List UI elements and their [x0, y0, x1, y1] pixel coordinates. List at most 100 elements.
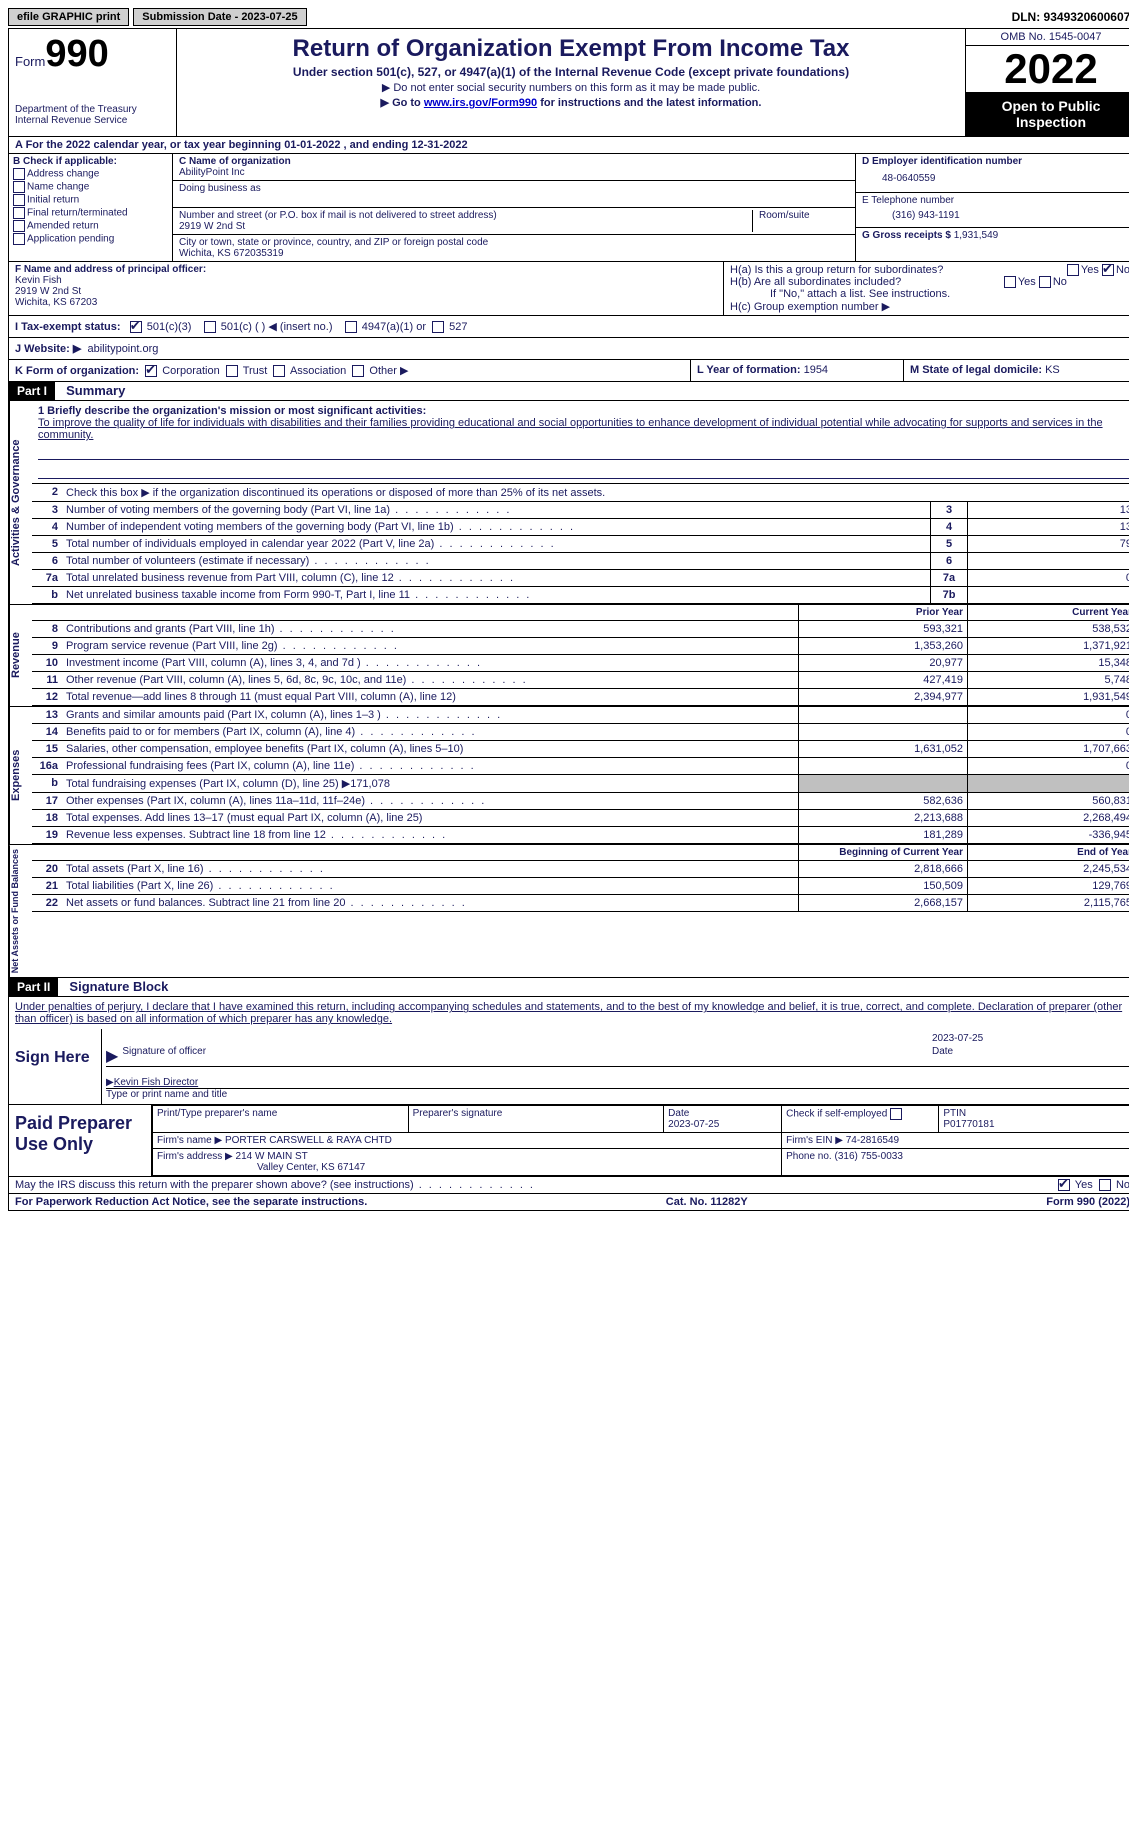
chk-4947[interactable] — [345, 321, 357, 333]
row-j: J Website: ▶ abilitypoint.org — [9, 338, 1129, 360]
chk-527[interactable] — [432, 321, 444, 333]
chk-self-employed[interactable] — [890, 1108, 902, 1120]
date-label: Date — [932, 1046, 1129, 1066]
col-current-year: Current Year — [968, 605, 1129, 621]
room-suite-label: Room/suite — [753, 210, 849, 232]
chk-discuss-no[interactable] — [1099, 1179, 1111, 1191]
line-9-current: 1,371,921 — [968, 638, 1129, 655]
chk-hb-no[interactable] — [1039, 276, 1051, 288]
row-k-l-m: K Form of organization: Corporation Trus… — [9, 360, 1129, 382]
chk-name-change[interactable] — [13, 181, 25, 193]
officer-name-title: Kevin Fish Director — [114, 1077, 198, 1088]
chk-trust[interactable] — [226, 365, 238, 377]
org-name: AbilityPoint Inc — [179, 167, 849, 178]
line-20-boy: 2,818,666 — [799, 861, 968, 878]
prep-name-label: Print/Type preparer's name — [153, 1106, 409, 1133]
footer-row: For Paperwork Reduction Act Notice, see … — [9, 1194, 1129, 1210]
firm-name-value: PORTER CARSWELL & RAYA CHTD — [225, 1135, 392, 1146]
line-18-desc: Total expenses. Add lines 13–17 (must eq… — [62, 810, 799, 827]
part-1-header: Part I Summary — [9, 382, 1129, 401]
website-value: abilitypoint.org — [87, 343, 158, 355]
line-17-desc: Other expenses (Part IX, column (A), lin… — [62, 793, 799, 810]
chk-501c[interactable] — [204, 321, 216, 333]
submission-date-button[interactable]: Submission Date - 2023-07-25 — [133, 8, 306, 26]
line-8-current: 538,532 — [968, 621, 1129, 638]
state-domicile-label: M State of legal domicile: — [910, 364, 1042, 376]
ptin-label: PTIN — [943, 1108, 966, 1119]
chk-ha-yes[interactable] — [1067, 264, 1079, 276]
officer-name: Kevin Fish — [15, 275, 717, 286]
line-16b-current — [968, 775, 1129, 793]
section-f-h: F Name and address of principal officer:… — [9, 262, 1129, 316]
line-15-desc: Salaries, other compensation, employee b… — [62, 741, 799, 758]
line-17-current: 560,831 — [968, 793, 1129, 810]
irs-label: Internal Revenue Service — [15, 115, 170, 126]
line-13-desc: Grants and similar amounts paid (Part IX… — [62, 707, 799, 724]
opt-initial-return: Initial return — [27, 195, 79, 206]
box-b-label: B Check if applicable: — [13, 156, 168, 167]
chk-hb-yes[interactable] — [1004, 276, 1016, 288]
revenue-table: Prior YearCurrent Year 8Contributions an… — [32, 605, 1129, 706]
line-9-desc: Program service revenue (Part VIII, line… — [62, 638, 799, 655]
opt-501c: 501(c) ( ) ◀ (insert no.) — [221, 321, 333, 333]
line-16b-prior — [799, 775, 968, 793]
line-15-prior: 1,631,052 — [799, 741, 968, 758]
chk-discuss-yes[interactable] — [1058, 1179, 1070, 1191]
top-toolbar: efile GRAPHIC print Submission Date - 20… — [8, 8, 1129, 26]
chk-assoc[interactable] — [273, 365, 285, 377]
chk-amended-return[interactable] — [13, 220, 25, 232]
chk-application-pending[interactable] — [13, 233, 25, 245]
line-6-desc: Total number of volunteers (estimate if … — [62, 553, 931, 570]
line-12-prior: 2,394,977 — [799, 689, 968, 706]
line-14-desc: Benefits paid to or for members (Part IX… — [62, 724, 799, 741]
line-10-prior: 20,977 — [799, 655, 968, 672]
box-f: F Name and address of principal officer:… — [9, 262, 724, 315]
firm-phone-label: Phone no. — [786, 1151, 832, 1162]
officer-label: F Name and address of principal officer: — [15, 264, 717, 275]
firm-ein-label: Firm's EIN ▶ — [786, 1135, 843, 1146]
opt-501c3: 501(c)(3) — [147, 321, 192, 333]
sign-date: 2023-07-25 — [932, 1033, 1129, 1044]
activities-governance-section: Activities & Governance 1 Briefly descri… — [9, 401, 1129, 604]
note2-post: for instructions and the latest informat… — [537, 97, 761, 109]
dept-label: Department of the Treasury — [15, 104, 170, 115]
form-header: Form990 Department of the Treasury Inter… — [9, 29, 1129, 137]
line-4-desc: Number of independent voting members of … — [62, 519, 931, 536]
line-5-val: 79 — [968, 536, 1129, 553]
line-18-current: 2,268,494 — [968, 810, 1129, 827]
col-boy: Beginning of Current Year — [799, 845, 968, 861]
chk-501c3[interactable] — [130, 321, 142, 333]
firm-addr-1: 214 W MAIN ST — [236, 1151, 308, 1162]
col-eoy: End of Year — [968, 845, 1129, 861]
chk-initial-return[interactable] — [13, 194, 25, 206]
org-name-label: C Name of organization — [179, 156, 849, 167]
chk-corp[interactable] — [145, 365, 157, 377]
irs-link[interactable]: www.irs.gov/Form990 — [424, 97, 537, 109]
header-right: OMB No. 1545-0047 2022 Open to Public In… — [965, 29, 1129, 136]
h-b-note: If "No," attach a list. See instructions… — [730, 288, 1129, 300]
city-label: City or town, state or province, country… — [179, 237, 849, 248]
chk-other[interactable] — [352, 365, 364, 377]
gross-receipts-value: 1,931,549 — [954, 230, 999, 241]
header-middle: Return of Organization Exempt From Incom… — [177, 29, 965, 136]
addr-value: 2919 W 2nd St — [179, 221, 746, 232]
net-assets-section: Net Assets or Fund Balances Beginning of… — [9, 844, 1129, 978]
chk-ha-no[interactable] — [1102, 264, 1114, 276]
part-2-header: Part II Signature Block — [9, 978, 1129, 997]
chk-address-change[interactable] — [13, 168, 25, 180]
form-container: Form990 Department of the Treasury Inter… — [8, 28, 1129, 1211]
year-formation-value: 1954 — [804, 364, 828, 376]
penalty-statement: Under penalties of perjury, I declare th… — [9, 997, 1129, 1029]
line-10-current: 15,348 — [968, 655, 1129, 672]
opt-final-return: Final return/terminated — [27, 208, 128, 219]
efile-print-button[interactable]: efile GRAPHIC print — [8, 8, 129, 26]
line-4-val: 13 — [968, 519, 1129, 536]
line-19-prior: 181,289 — [799, 827, 968, 844]
firm-ein-value: 74-2816549 — [846, 1135, 899, 1146]
firm-phone-value: (316) 755-0033 — [835, 1151, 903, 1162]
row-i: I Tax-exempt status: 501(c)(3) 501(c) ( … — [9, 316, 1129, 338]
line-13-current: 0 — [968, 707, 1129, 724]
chk-final-return[interactable] — [13, 207, 25, 219]
gross-receipts-label: G Gross receipts $ — [862, 230, 951, 241]
opt-application-pending: Application pending — [27, 234, 114, 245]
